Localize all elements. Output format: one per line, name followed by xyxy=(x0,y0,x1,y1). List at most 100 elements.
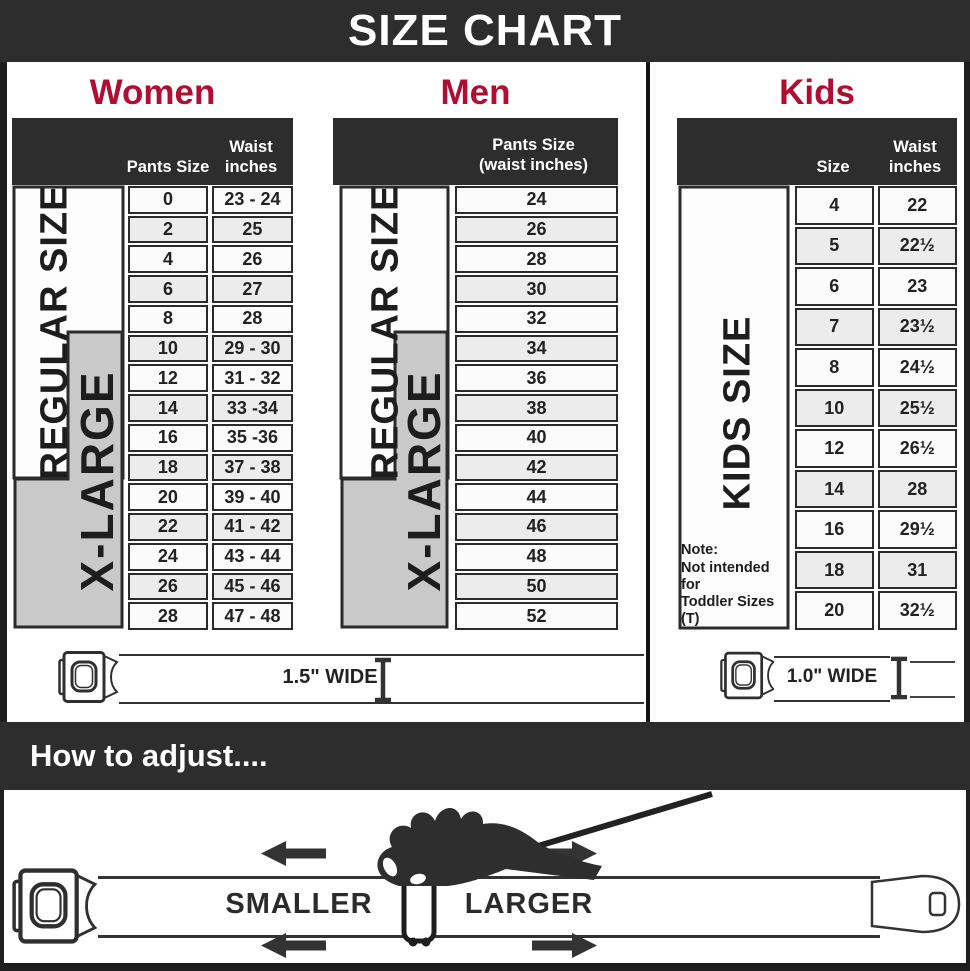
waist-cell: 23 - 24 xyxy=(211,186,293,214)
pants-size-cell: 52 xyxy=(455,602,618,631)
kids-waist-cell: 29½ xyxy=(877,510,957,549)
kids-size-row: 6 23 xyxy=(795,267,957,306)
pants-size-cell: 26 xyxy=(455,215,618,244)
women-size-row: 28 47 - 48 xyxy=(128,602,293,631)
larger-label: LARGER xyxy=(464,887,594,920)
kids-size-row: 16 29½ xyxy=(795,510,957,549)
men-size-table: 24 26 28 30 32 34 36 38 40 42 44 46 xyxy=(455,186,618,631)
kids-size-row: 20 32½ xyxy=(795,591,957,631)
kids-size-row: 7 23½ xyxy=(795,307,957,347)
women-size-row: 14 33 -34 xyxy=(128,394,293,422)
pants-size-cell: 42 xyxy=(455,453,618,482)
kids-size-row: 10 25½ xyxy=(795,388,957,428)
hand-pinch-icon xyxy=(377,791,713,886)
pants-size-cell: 8 xyxy=(128,304,208,333)
kids-size-cell: 4 xyxy=(795,186,874,225)
kids-size-cell: 10 xyxy=(795,388,874,428)
pants-size-cell: 24 xyxy=(128,542,208,571)
women-bands-shape xyxy=(12,185,125,629)
pants-size-cell: 14 xyxy=(128,394,208,422)
kids-size-cell: 18 xyxy=(795,550,874,590)
kids-waist-cell: 23 xyxy=(877,267,957,306)
men-bands-shape xyxy=(339,185,450,629)
adult-belt-width-label: 1.5" WIDE xyxy=(282,665,378,688)
pants-size-cell: 16 xyxy=(128,423,208,452)
women-size-table: 0 23 - 24 2 25 4 26 6 27 8 28 10 29 - 30… xyxy=(128,186,293,631)
women-pants-size-header: Pants Size xyxy=(126,158,210,177)
kids-size-band: KIDS SIZE Note: Not intended for Toddler… xyxy=(678,185,790,630)
kids-size-cell: 8 xyxy=(795,348,874,387)
belt-strap xyxy=(98,876,880,938)
pants-size-cell: 34 xyxy=(455,334,618,363)
kids-size-row: 5 22½ xyxy=(795,226,957,266)
men-size-row: 28 xyxy=(455,245,618,274)
waist-cell: 27 xyxy=(211,275,293,303)
women-size-row: 26 45 - 46 xyxy=(128,572,293,601)
women-size-row: 22 41 - 42 xyxy=(128,513,293,541)
page-title: SIZE CHART xyxy=(348,6,622,55)
women-size-row: 20 39 - 40 xyxy=(128,483,293,512)
women-table-header: Pants Size Waist inches xyxy=(12,118,293,185)
men-size-row: 24 xyxy=(455,186,618,214)
waist-cell: 25 xyxy=(211,215,293,244)
waist-cell: 26 xyxy=(211,245,293,274)
waist-cell: 33 -34 xyxy=(211,394,293,422)
kids-size-cell: 5 xyxy=(795,226,874,266)
women-size-row: 18 37 - 38 xyxy=(128,453,293,482)
waist-cell: 29 - 30 xyxy=(211,334,293,363)
waist-cell: 35 -36 xyxy=(211,423,293,452)
kids-belt-width-label: 1.0" WIDE xyxy=(786,666,878,687)
waist-cell: 47 - 48 xyxy=(211,602,293,631)
kids-size-header: Size xyxy=(816,158,850,177)
waist-cell: 43 - 44 xyxy=(211,542,293,571)
pants-size-cell: 22 xyxy=(128,513,208,541)
pants-size-cell: 24 xyxy=(455,186,618,214)
smaller-label: SMALLER xyxy=(225,887,373,920)
men-size-row: 26 xyxy=(455,215,618,244)
kids-size-cell: 12 xyxy=(795,429,874,468)
women-size-bands: REGULAR SIZE X-LARGE xyxy=(12,185,125,630)
arrow-left-icon xyxy=(261,933,326,958)
men-size-row: 40 xyxy=(455,423,618,452)
width-marker-icon xyxy=(372,656,394,704)
belt-tip xyxy=(870,874,961,934)
pants-size-cell: 40 xyxy=(455,423,618,452)
kids-waist-cell: 24½ xyxy=(877,348,957,387)
seatbelt-buckle-icon xyxy=(58,651,119,703)
adjust-illustration: SMALLER LARGER xyxy=(0,790,970,963)
kids-heading: Kids xyxy=(779,73,855,112)
kids-section-divider xyxy=(646,62,650,722)
left-frame xyxy=(0,62,7,722)
kids-size-cell: 20 xyxy=(795,591,874,631)
women-waist-header: Waist inches xyxy=(224,137,278,177)
men-size-bands: REGULAR SIZE X-LARGE xyxy=(336,185,450,630)
men-size-row: 30 xyxy=(455,275,618,303)
pants-size-cell: 0 xyxy=(128,186,208,214)
pants-size-cell: 28 xyxy=(128,602,208,631)
kids-size-row: 12 26½ xyxy=(795,429,957,468)
men-xlarge-band: X-LARGE xyxy=(398,370,450,592)
women-xlarge-band: X-LARGE xyxy=(71,370,123,592)
men-table-header: Pants Size (waist inches) xyxy=(333,118,618,185)
right-frame xyxy=(964,62,970,722)
waist-cell: 31 - 32 xyxy=(211,364,293,393)
pants-size-cell: 10 xyxy=(128,334,208,363)
waist-cell: 28 xyxy=(211,304,293,333)
men-size-row: 48 xyxy=(455,542,618,571)
kids-size-row: 8 24½ xyxy=(795,348,957,387)
women-size-row: 2 25 xyxy=(128,215,293,244)
seatbelt-buckle-icon xyxy=(12,864,102,948)
women-heading: Women xyxy=(89,73,216,112)
pants-size-cell: 48 xyxy=(455,542,618,571)
kids-size-cell: 16 xyxy=(795,510,874,549)
kids-table-header: Size Waist inches xyxy=(677,118,957,185)
kids-belt-strap xyxy=(774,656,890,702)
how-to-adjust-heading: How to adjust.... xyxy=(30,738,268,773)
arrow-right-icon xyxy=(532,933,597,958)
men-size-row: 32 xyxy=(455,304,618,333)
pants-size-cell: 36 xyxy=(455,364,618,393)
kids-waist-cell: 31 xyxy=(877,550,957,590)
women-size-row: 16 35 -36 xyxy=(128,423,293,452)
kids-waist-cell: 23½ xyxy=(877,307,957,347)
kids-note: Note: Not intended for Toddler Sizes (T) xyxy=(681,542,775,627)
